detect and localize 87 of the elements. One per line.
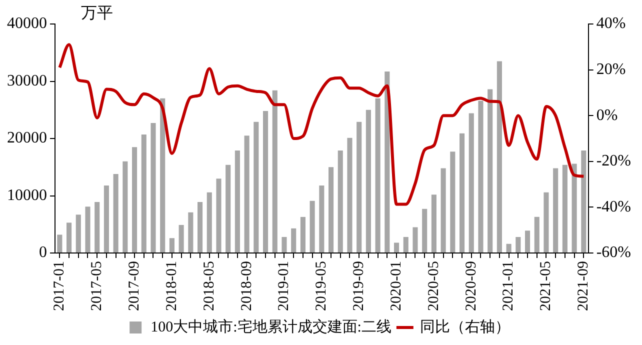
bar xyxy=(206,192,212,253)
y-tick-label: 10000 xyxy=(7,186,47,204)
bar xyxy=(468,113,474,253)
bar xyxy=(57,234,62,253)
x-tick-label: 2019-05 xyxy=(314,261,330,312)
bar xyxy=(375,98,380,253)
bar xyxy=(226,164,231,253)
bar xyxy=(244,136,250,253)
bar xyxy=(282,236,287,253)
bar xyxy=(488,89,493,253)
y2-tick-label: 0% xyxy=(596,106,618,124)
line-series xyxy=(58,43,586,206)
bar xyxy=(496,61,502,253)
bar xyxy=(572,164,577,253)
bar xyxy=(384,72,390,253)
y2-tick-label: -60% xyxy=(596,244,631,262)
bar xyxy=(300,216,306,253)
bar xyxy=(169,238,174,253)
y-tick-label: 40000 xyxy=(7,15,47,32)
bar xyxy=(516,236,521,253)
bar xyxy=(85,206,90,253)
bar xyxy=(122,161,128,253)
bar xyxy=(478,100,484,253)
x-tick-label: 2018-05 xyxy=(201,261,218,312)
bar xyxy=(198,202,203,253)
bar xyxy=(94,202,100,253)
bar xyxy=(263,111,268,253)
bar xyxy=(132,147,138,253)
bar xyxy=(319,185,324,253)
y-tick-label: 0 xyxy=(39,244,47,262)
x-tick-label: 2021-09 xyxy=(576,261,592,312)
bar xyxy=(150,123,156,253)
bar xyxy=(104,185,109,253)
bar xyxy=(328,167,334,253)
bar xyxy=(160,98,166,253)
y-tick-label: 20000 xyxy=(7,130,47,147)
bar xyxy=(412,227,418,253)
x-tick-label: 2020-01 xyxy=(388,261,404,312)
bar xyxy=(431,194,436,253)
x-tick-label: 2021-01 xyxy=(500,261,517,312)
legend-label: 同比（右轴） xyxy=(420,318,510,336)
bar xyxy=(234,150,240,253)
bar xyxy=(338,150,343,253)
bar xyxy=(291,228,296,253)
x-tick-label: 2020-09 xyxy=(463,261,480,312)
x-tick-label: 2019-01 xyxy=(276,261,292,312)
y2-tick-label: 40% xyxy=(596,15,626,32)
bar xyxy=(216,178,222,253)
bar xyxy=(272,90,278,253)
bar xyxy=(188,212,194,253)
bar xyxy=(403,236,408,253)
x-tick-label: 2017-09 xyxy=(126,261,142,312)
x-tick-label: 2019-09 xyxy=(351,261,368,312)
bar xyxy=(178,224,184,253)
bar xyxy=(422,208,428,253)
bar xyxy=(460,133,465,253)
bar xyxy=(66,222,72,253)
y-tick-label: 30000 xyxy=(7,72,47,90)
bar xyxy=(524,230,530,253)
x-tick-label: 2018-01 xyxy=(164,261,180,312)
bar xyxy=(113,174,118,253)
bar xyxy=(440,168,446,253)
x-tick-label: 2017-05 xyxy=(89,261,106,312)
bar xyxy=(310,200,315,253)
y2-tick-label: -40% xyxy=(596,198,631,216)
x-tick-label: 2017-01 xyxy=(52,261,68,312)
legend-label: 100大中城市:宅地累计成交建面:二线 xyxy=(150,318,392,336)
bar xyxy=(506,244,512,253)
bar xyxy=(356,122,362,253)
bar xyxy=(141,134,146,253)
x-tick-label: 2021-05 xyxy=(538,261,554,312)
bar xyxy=(450,152,456,253)
bar xyxy=(347,138,352,253)
bar xyxy=(534,216,540,253)
bar xyxy=(581,150,586,253)
y2-tick-label: 20% xyxy=(596,61,626,78)
bar xyxy=(544,192,549,253)
bar xyxy=(562,164,568,253)
x-tick-label: 2018-09 xyxy=(238,261,255,312)
y2-tick-label: -20% xyxy=(596,152,631,170)
bar xyxy=(366,110,371,253)
bar xyxy=(553,168,558,253)
y-axis-title: 万平 xyxy=(81,5,113,22)
bar xyxy=(394,242,400,253)
x-tick-label: 2020-05 xyxy=(426,261,442,312)
bar xyxy=(76,214,81,253)
bar xyxy=(254,122,259,253)
